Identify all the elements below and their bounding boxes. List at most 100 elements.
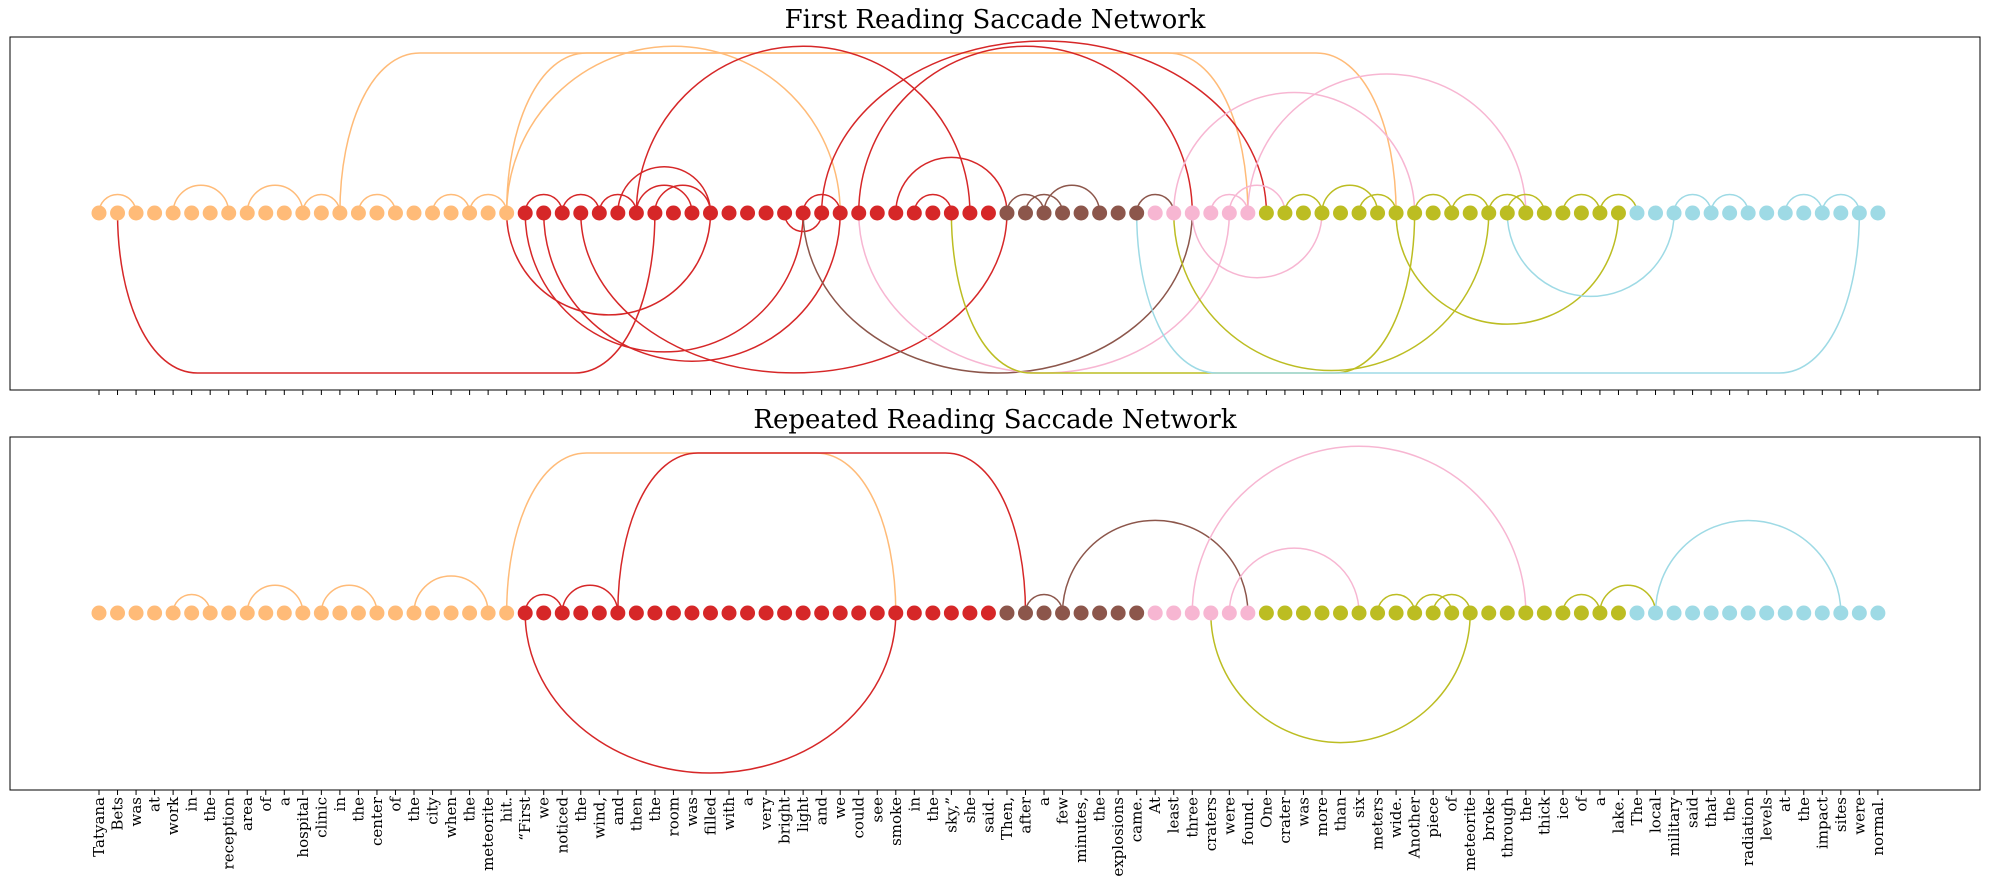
word-node xyxy=(665,605,681,621)
word-label: the xyxy=(572,797,590,822)
word-label: could xyxy=(850,797,868,839)
word-node xyxy=(1221,205,1237,221)
saccade-arc xyxy=(1135,212,1861,374)
word-label: the xyxy=(201,797,219,822)
word-node xyxy=(814,605,830,621)
word-node xyxy=(1685,205,1701,221)
word-node xyxy=(1592,205,1608,221)
saccade-arc xyxy=(320,584,378,614)
word-node xyxy=(980,205,996,221)
word-label: crater xyxy=(1276,796,1294,843)
word-node xyxy=(777,205,793,221)
word-label: was xyxy=(683,797,701,826)
word-node xyxy=(202,205,218,221)
word-node xyxy=(702,205,718,221)
saccade-arc xyxy=(505,452,897,614)
saccade-arc xyxy=(1210,612,1471,744)
word-node xyxy=(758,205,774,221)
word-node xyxy=(740,605,756,621)
word-node xyxy=(665,205,681,221)
word-label: in xyxy=(183,797,201,812)
word-node xyxy=(1092,605,1108,621)
word-node xyxy=(1777,205,1793,221)
word-node xyxy=(369,605,385,621)
word-node xyxy=(1258,205,1274,221)
word-label: with xyxy=(720,797,738,831)
word-label: noticed xyxy=(553,797,571,854)
word-node xyxy=(628,605,644,621)
word-label: center xyxy=(368,796,386,846)
saccade-arc xyxy=(339,52,1249,214)
word-label: through xyxy=(1498,797,1516,858)
node-layer-first-reading xyxy=(91,205,1886,221)
word-label: the xyxy=(405,797,423,822)
word-label: hit. xyxy=(498,797,516,822)
x-ticks-first-reading xyxy=(98,390,1879,395)
word-node xyxy=(702,605,718,621)
word-node xyxy=(1166,605,1182,621)
word-node xyxy=(1055,205,1071,221)
word-node xyxy=(1055,605,1071,621)
saccade-arc xyxy=(1191,212,1323,279)
word-node xyxy=(1833,205,1849,221)
word-label: meteorite xyxy=(479,797,497,871)
word-node xyxy=(888,605,904,621)
word-node xyxy=(536,205,552,221)
word-node xyxy=(1240,205,1256,221)
word-node xyxy=(443,605,459,621)
word-node xyxy=(517,205,533,221)
word-label: we xyxy=(831,797,849,819)
word-node xyxy=(1203,205,1219,221)
word-node xyxy=(851,605,867,621)
word-node xyxy=(1833,605,1849,621)
word-node xyxy=(1814,205,1830,221)
word-node xyxy=(1258,605,1274,621)
word-node xyxy=(1425,205,1441,221)
word-node xyxy=(1648,205,1664,221)
word-node xyxy=(1610,205,1626,221)
word-node xyxy=(91,205,107,221)
saccade-arc xyxy=(524,212,804,353)
word-label: city xyxy=(424,796,442,824)
word-node xyxy=(869,205,885,221)
word-node xyxy=(647,205,663,221)
word-node xyxy=(1147,205,1163,221)
word-node xyxy=(1629,205,1645,221)
word-node xyxy=(536,605,552,621)
word-node xyxy=(462,205,478,221)
word-node xyxy=(1851,605,1867,621)
word-node xyxy=(147,205,163,221)
word-node xyxy=(1333,605,1349,621)
word-node xyxy=(554,205,570,221)
word-label: local xyxy=(1647,797,1665,833)
word-node xyxy=(1425,605,1441,621)
word-node xyxy=(1870,205,1886,221)
word-label: Another xyxy=(1406,796,1424,859)
word-node xyxy=(221,205,237,221)
word-label: then xyxy=(627,797,645,832)
word-node xyxy=(1703,605,1719,621)
word-label: craters xyxy=(1202,797,1220,851)
word-label: a xyxy=(1591,797,1609,806)
word-label: thick xyxy=(1535,796,1553,835)
word-node xyxy=(1240,605,1256,621)
word-label: and xyxy=(609,797,627,826)
word-node xyxy=(1666,205,1682,221)
saccade-arc xyxy=(246,184,304,214)
word-label: was xyxy=(127,797,145,826)
word-node xyxy=(1184,205,1200,221)
word-node xyxy=(628,205,644,221)
word-label: meters xyxy=(1369,797,1387,850)
word-node xyxy=(1777,605,1793,621)
saccade-arc xyxy=(895,156,1008,214)
word-node xyxy=(1333,205,1349,221)
panel-frame-first-reading xyxy=(9,36,1981,391)
word-label: the xyxy=(646,797,664,822)
word-label: of xyxy=(257,796,275,812)
word-node xyxy=(425,605,441,621)
saccade-arc xyxy=(1061,519,1249,614)
word-node xyxy=(350,205,366,221)
word-label: were xyxy=(1220,797,1238,835)
word-node xyxy=(1184,605,1200,621)
